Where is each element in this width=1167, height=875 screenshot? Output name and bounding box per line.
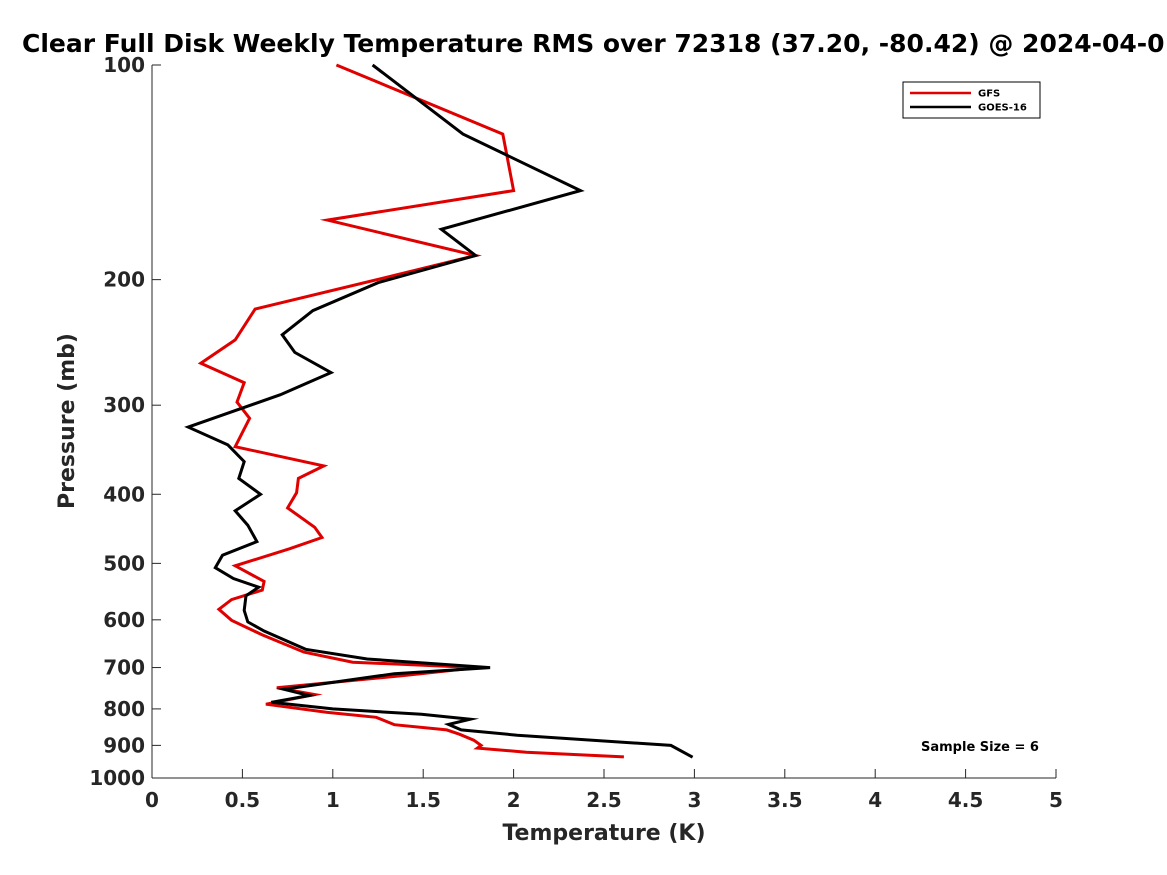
y-tick-label: 100 — [103, 53, 145, 77]
series-layer — [184, 63, 694, 759]
sample-size-annotation: Sample Size = 6 — [921, 740, 1039, 755]
legend-box — [902, 81, 1041, 119]
series-line-goes-16 — [184, 63, 694, 759]
y-axis-title: Pressure (mb) — [55, 333, 80, 509]
y-tick-label: 600 — [103, 608, 145, 632]
y-axis-ticks: 100 200 300 400 500 600 700 800 900 1000 — [89, 53, 161, 790]
legend: GFS GOES-16 — [902, 81, 1041, 119]
chart-title: Clear Full Disk Weekly Temperature RMS o… — [22, 29, 1165, 58]
x-tick-label: 1.5 — [405, 788, 440, 812]
x-tick-label: 0 — [145, 788, 159, 812]
x-tick-label: 0.5 — [225, 788, 260, 812]
y-tick-label: 800 — [103, 697, 145, 721]
x-tick-label: 3 — [687, 788, 701, 812]
x-tick-label: 4.5 — [948, 788, 983, 812]
x-axis-title: Temperature (K) — [502, 821, 705, 846]
x-tick-label: 4 — [868, 788, 882, 812]
x-tick-label: 1 — [326, 788, 340, 812]
y-tick-label: 200 — [103, 268, 145, 292]
y-tick-label: 300 — [103, 393, 145, 417]
x-tick-label: 2.5 — [586, 788, 621, 812]
series-line-gfs — [197, 63, 624, 759]
y-tick-label: 900 — [103, 733, 145, 757]
y-tick-label: 1000 — [89, 766, 145, 790]
y-tick-label: 500 — [103, 551, 145, 575]
x-axis-ticks: 0 0.5 1 1.5 2 2.5 3 3.5 4 4.5 5 — [145, 769, 1063, 812]
legend-label-gfs: GFS — [978, 89, 1000, 100]
x-tick-label: 3.5 — [767, 788, 802, 812]
legend-label-goes-16: GOES-16 — [978, 103, 1027, 114]
x-tick-label: 2 — [507, 788, 521, 812]
y-tick-label: 400 — [103, 482, 145, 506]
y-tick-label: 700 — [103, 656, 145, 680]
x-tick-label: 5 — [1049, 788, 1063, 812]
